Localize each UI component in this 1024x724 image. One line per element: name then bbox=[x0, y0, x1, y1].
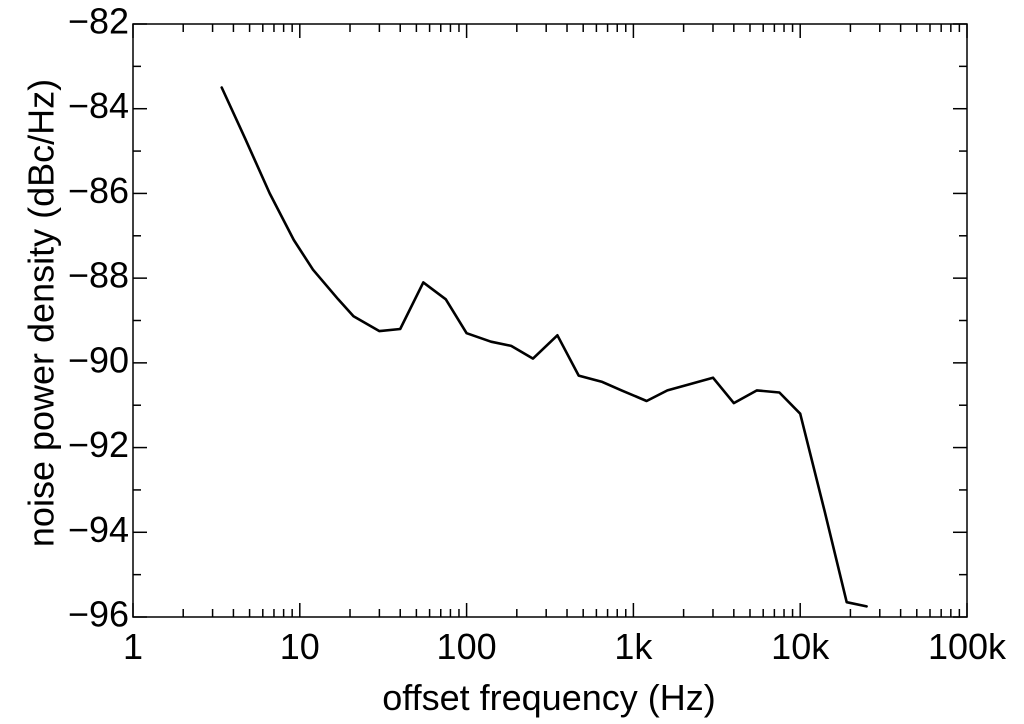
y-tick-label: −94 bbox=[68, 509, 129, 550]
y-tick-label: −92 bbox=[68, 424, 129, 465]
x-tick-label: 10k bbox=[771, 626, 830, 667]
x-tick-label: 1 bbox=[123, 626, 143, 667]
axis-tick-labels: 1 10 100 1k 10k 100k −82 −84 −86 −88 −90 −92 −94 −96 bbox=[68, 1, 1007, 667]
x-axis-title: offset frequency (Hz) bbox=[382, 677, 715, 718]
x-tick-label: 100k bbox=[928, 626, 1007, 667]
y-axis-title: noise power density (dBc/Hz) bbox=[21, 79, 62, 547]
y-tick-label: −86 bbox=[68, 170, 129, 211]
axis-ticks bbox=[132, 23, 968, 618]
y-tick-label: −90 bbox=[68, 339, 129, 380]
plot-frame bbox=[132, 23, 968, 618]
x-tick-label: 100 bbox=[437, 626, 497, 667]
y-tick-label: −84 bbox=[68, 85, 129, 126]
x-tick-label: 10 bbox=[280, 626, 320, 667]
y-tick-label: −82 bbox=[68, 1, 129, 42]
x-tick-label: 1k bbox=[614, 626, 653, 667]
y-tick-label: −96 bbox=[68, 594, 129, 635]
series-line-0 bbox=[220, 86, 868, 608]
y-tick-label: −88 bbox=[68, 255, 129, 296]
series-layer bbox=[220, 86, 868, 608]
y-axis-title-group: noise power density (dBc/Hz) bbox=[21, 79, 62, 547]
